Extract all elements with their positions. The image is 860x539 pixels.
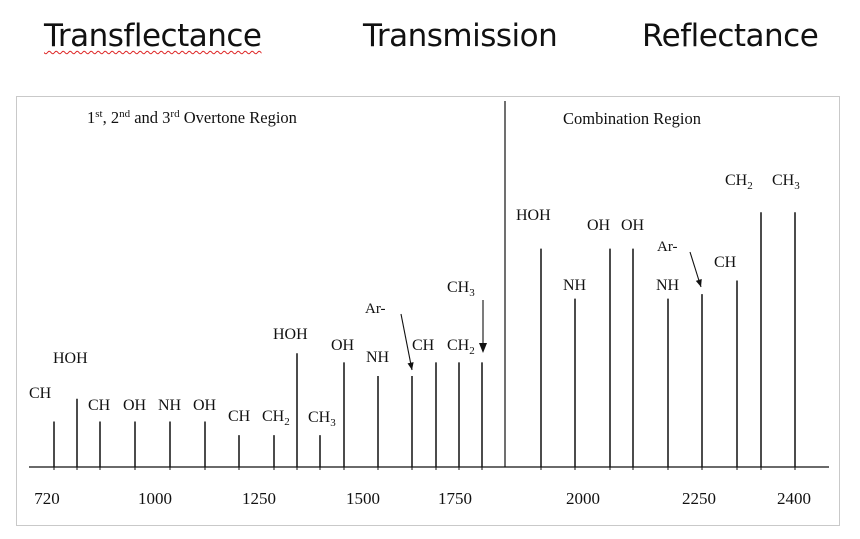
region-title-1: 1st, 2nd and 3rd Overtone Region xyxy=(87,108,297,127)
band-label-hoh-1: HOH xyxy=(53,350,88,367)
band-label-nh-1: NH xyxy=(158,397,182,414)
ch3-arrowhead xyxy=(479,343,487,353)
band-label-oh-2: OH xyxy=(193,397,217,414)
band-label-oh-5: OH xyxy=(621,217,645,234)
nir-band-diagram: 1st, 2nd and 3rd Overtone Region Combinat… xyxy=(16,96,840,526)
ar-label-arch-1: Ar- xyxy=(365,301,386,317)
transflectance-heading: Transflectance xyxy=(44,18,262,54)
band-label-hoh-2: HOH xyxy=(273,326,308,343)
band-label-ch2-1: CH2 xyxy=(262,408,290,428)
x-tick-label-1250: 1250 xyxy=(242,489,276,508)
x-tick-label-1500: 1500 xyxy=(346,489,380,508)
ar-arrowhead-arch-2 xyxy=(695,279,702,287)
band-label-oh-4: OH xyxy=(587,217,611,234)
band-label-ch-1: CH xyxy=(29,385,52,402)
x-tick-label-2250: 2250 xyxy=(682,489,716,508)
ar-label-arch-2: Ar- xyxy=(657,239,678,255)
band-label-nh-2: NH xyxy=(366,349,390,366)
band-label-ch-3: CH xyxy=(228,408,251,425)
ar-arrow-arch-1 xyxy=(400,313,413,371)
region-title-2: Combination Region xyxy=(563,109,701,128)
ar-arrowhead-arch-1 xyxy=(407,362,414,370)
x-tick-label-1750: 1750 xyxy=(438,489,472,508)
band-label-oh-1: OH xyxy=(123,397,147,414)
transmission-heading: Transmission xyxy=(363,18,558,54)
band-label-nh-3: NH xyxy=(563,277,587,294)
reflectance-heading: Reflectance xyxy=(642,18,819,54)
band-label-ch3-2: CH3 xyxy=(447,279,475,299)
x-tick-label-1000: 1000 xyxy=(138,489,172,508)
x-tick-label-2400: 2400 xyxy=(777,489,811,508)
band-label-ch3-1: CH3 xyxy=(308,409,336,429)
band-label-ch-2: CH xyxy=(88,397,111,414)
x-tick-label-720: 720 xyxy=(34,489,60,508)
band-label-oh-3: OH xyxy=(331,337,355,354)
band-label-ch-5: CH xyxy=(714,254,737,271)
band-label-nh-4: NH xyxy=(656,277,680,294)
band-label-hoh-3: HOH xyxy=(516,207,551,224)
x-tick-label-2000: 2000 xyxy=(566,489,600,508)
band-label-ch2-2: CH2 xyxy=(447,337,475,357)
band-label-ch2-3: CH2 xyxy=(725,172,753,192)
band-chart-svg: 1st, 2nd and 3rd Overtone Region Combinat… xyxy=(29,101,829,508)
band-label-ch3-3: CH3 xyxy=(772,172,800,192)
band-label-ch-4: CH xyxy=(412,337,435,354)
